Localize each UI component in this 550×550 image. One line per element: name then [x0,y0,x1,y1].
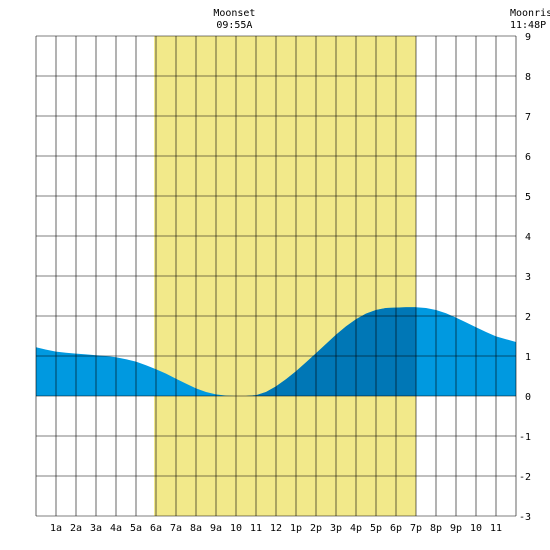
y-tick-label: 3 [525,272,531,283]
moonrise-label: Moonrise [510,8,550,19]
x-tick-label: 8p [430,523,442,534]
x-tick-label: 6p [390,523,402,534]
y-tick-label: 0 [525,392,531,403]
x-tick-label: 2p [310,523,322,534]
x-tick-label: 11 [490,523,502,534]
y-tick-label: -2 [519,472,531,483]
y-tick-label: 8 [525,72,531,83]
x-tick-label: 3a [90,523,102,534]
x-tick-label: 10 [470,523,482,534]
moonrise-time: 11:48P [510,20,546,31]
x-tick-label: 9a [210,523,222,534]
y-tick-label: 5 [525,192,531,203]
y-tick-label: 2 [525,312,531,323]
x-tick-label: 1a [50,523,62,534]
tide-area-daylight [246,307,416,396]
x-tick-label: 7p [410,523,422,534]
moonset-label: Moonset [213,8,255,19]
x-tick-label: 5a [130,523,142,534]
x-tick-label: 11 [250,523,262,534]
x-tick-label: 4p [350,523,362,534]
y-tick-label: 7 [525,112,531,123]
x-tick-label: 9p [450,523,462,534]
x-tick-label: 7a [170,523,182,534]
y-tick-label: 9 [525,32,531,43]
x-tick-label: 2a [70,523,82,534]
y-tick-label: -1 [519,432,531,443]
y-tick-label: -3 [519,512,531,523]
y-tick-label: 6 [525,152,531,163]
x-tick-label: 10 [230,523,242,534]
x-tick-label: 6a [150,523,162,534]
x-tick-label: 5p [370,523,382,534]
x-tick-label: 3p [330,523,342,534]
y-tick-label: 4 [525,232,531,243]
x-tick-label: 8a [190,523,202,534]
y-tick-label: 1 [525,352,531,363]
moonset-time: 09:55A [216,20,252,31]
x-tick-label: 12 [270,523,282,534]
x-tick-label: 1p [290,523,302,534]
x-tick-label: 4a [110,523,122,534]
